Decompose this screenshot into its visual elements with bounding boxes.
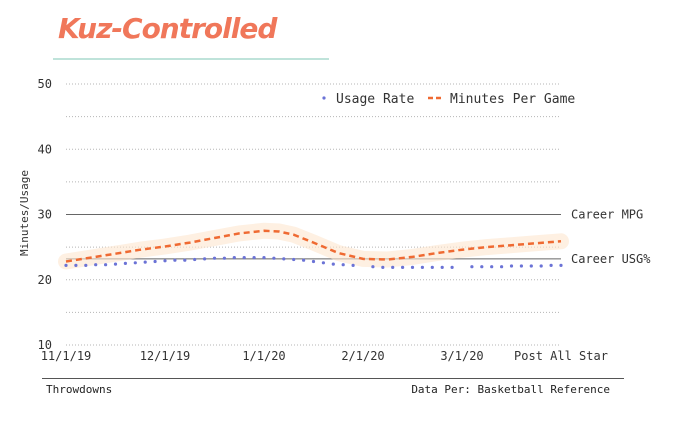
usage-rate-point [282, 257, 286, 261]
usage-rate-point [410, 265, 415, 269]
usage-rate-point [64, 263, 68, 267]
usage-rate-point [183, 258, 187, 262]
usage-rate-point [203, 257, 207, 261]
usage-rate-point [193, 257, 197, 262]
usage-rate-point [529, 264, 533, 268]
usage-rate-point [401, 265, 405, 269]
usage-rate-point [500, 265, 504, 269]
usage-rate-point [292, 257, 296, 262]
usage-rate-point [331, 262, 335, 266]
chart-title: Kuz-Controlled [58, 12, 277, 45]
usage-rate-point [371, 265, 375, 269]
x-tick-label: Post All Star [514, 349, 608, 363]
title-underline [53, 58, 329, 60]
usage-rate-point [509, 264, 514, 268]
y-axis: 10 20 30 40 50 [38, 77, 52, 352]
reference-lines: Career MPG Career USG% [66, 208, 651, 266]
footer-credit: Throwdowns [46, 383, 113, 396]
usage-rate-point [74, 263, 78, 267]
usage-rate-point [262, 256, 266, 260]
y-tick-label: 30 [38, 208, 52, 222]
y-tick-label: 50 [38, 77, 52, 91]
reference-label: Career USG% [571, 252, 651, 266]
usage-rate-point [341, 263, 345, 267]
usage-rate-point [430, 265, 434, 269]
x-tick-label: 11/1/19 [41, 349, 92, 363]
legend-usage-label: Usage Rate [336, 92, 414, 107]
footer-divider [42, 378, 624, 379]
minutes-glow-band [58, 222, 569, 270]
usage-rate-point [440, 265, 444, 269]
legend-usage-marker [322, 96, 326, 100]
usage-rate-point [351, 263, 355, 267]
usage-rate-point [381, 265, 385, 269]
usage-rate-point [311, 259, 316, 264]
usage-rate-point [123, 261, 127, 265]
usage-rate-point [321, 261, 325, 265]
x-tick-label: 3/1/20 [440, 349, 483, 363]
usage-rate-point [450, 265, 454, 269]
usage-rate-point [272, 256, 276, 260]
x-tick-label: 2/1/20 [341, 349, 384, 363]
usage-rate-point [519, 264, 524, 268]
usage-rate-point [173, 258, 177, 262]
usage-rate-point [559, 263, 563, 267]
x-axis: 11/1/19 12/1/19 1/1/20 2/1/20 3/1/20 Post All… [41, 349, 608, 363]
y-tick-label: 10 [38, 338, 52, 352]
usage-rate-point [391, 265, 395, 269]
usage-rate-point [549, 263, 553, 267]
legend-minutes-label: Minutes Per Game [450, 92, 575, 107]
series-line-minutes-per-game [65, 229, 562, 263]
usage-rate-point [242, 256, 246, 260]
minutes-glow [58, 222, 569, 270]
usage-rate-point [133, 261, 137, 265]
reference-label: Career MPG [571, 208, 643, 222]
usage-rate-point [232, 256, 236, 260]
usage-rate-point [153, 259, 157, 264]
y-tick-label: 20 [38, 273, 52, 287]
usage-rate-point [490, 265, 494, 269]
footer-source: Data Per: Basketball Reference [411, 383, 610, 396]
usage-rate-point [113, 262, 118, 266]
x-tick-label: 12/1/19 [140, 349, 191, 363]
usage-rate-point [84, 263, 88, 267]
x-tick-label: 1/1/20 [242, 349, 285, 363]
usage-rate-point [143, 260, 147, 264]
usage-rate-point [252, 256, 256, 260]
usage-rate-point [420, 265, 424, 269]
usage-rate-point [104, 263, 108, 267]
y-axis-label: Minutes/Usage [18, 170, 31, 256]
plot-area [64, 229, 563, 269]
y-tick-label: 40 [38, 142, 52, 156]
legend: Usage Rate Minutes Per Game [322, 92, 575, 107]
usage-rate-point [470, 265, 474, 269]
usage-rate-point [222, 256, 226, 260]
usage-rate-point [302, 258, 306, 262]
usage-rate-point [212, 256, 217, 260]
usage-rate-point [94, 263, 98, 267]
usage-rate-point [539, 264, 543, 268]
usage-rate-point [163, 259, 167, 263]
usage-rate-point [480, 265, 484, 269]
